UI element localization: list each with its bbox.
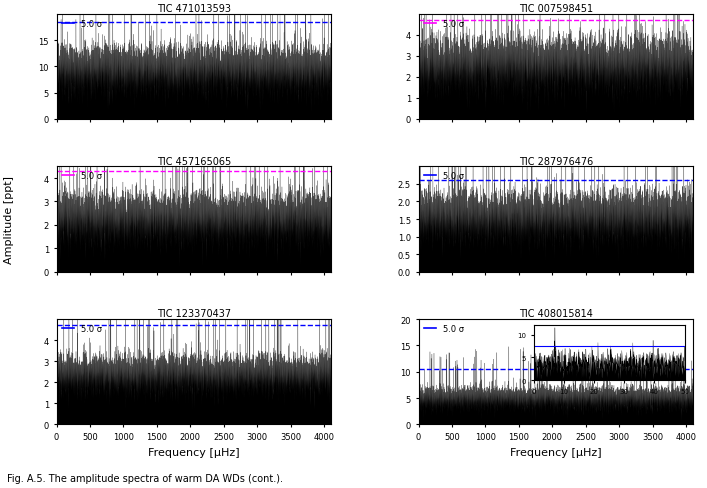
Title: TIC 123370437: TIC 123370437 bbox=[157, 309, 230, 319]
Text: Fig. A.5. The amplitude spectra of warm DA WDs (cont.).: Fig. A.5. The amplitude spectra of warm … bbox=[7, 473, 283, 483]
X-axis label: Frequency [μHz]: Frequency [μHz] bbox=[510, 447, 602, 457]
Legend: 5.0 σ: 5.0 σ bbox=[61, 171, 103, 182]
Title: TIC 007598451: TIC 007598451 bbox=[519, 4, 592, 14]
Legend: 5.0 σ: 5.0 σ bbox=[423, 19, 464, 29]
Legend: 5.0 σ: 5.0 σ bbox=[423, 171, 464, 182]
Text: Amplitude [ppt]: Amplitude [ppt] bbox=[4, 176, 13, 264]
Legend: 5.0 σ: 5.0 σ bbox=[423, 324, 464, 334]
Legend: 5.0 σ: 5.0 σ bbox=[61, 19, 103, 29]
Title: TIC 408015814: TIC 408015814 bbox=[519, 309, 592, 319]
Legend: 5.0 σ: 5.0 σ bbox=[61, 324, 103, 334]
Title: TIC 287976476: TIC 287976476 bbox=[519, 156, 593, 166]
X-axis label: Frequency [μHz]: Frequency [μHz] bbox=[148, 447, 240, 457]
Title: TIC 471013593: TIC 471013593 bbox=[157, 4, 230, 14]
Title: TIC 457165065: TIC 457165065 bbox=[156, 156, 230, 166]
